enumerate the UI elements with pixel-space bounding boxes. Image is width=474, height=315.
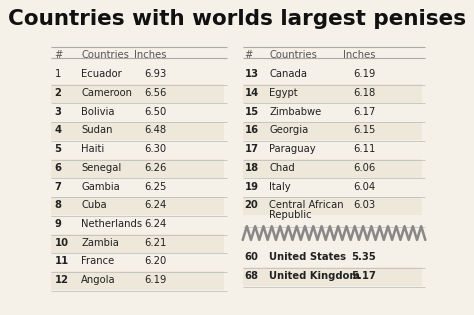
- Text: 11: 11: [55, 256, 69, 266]
- Text: 4: 4: [55, 125, 62, 135]
- Text: 20: 20: [245, 200, 258, 210]
- Bar: [243, 159, 421, 178]
- Text: 18: 18: [245, 163, 259, 173]
- Text: Angola: Angola: [81, 275, 116, 285]
- Text: 19: 19: [245, 181, 259, 192]
- Bar: [51, 197, 224, 215]
- Text: 1: 1: [55, 69, 61, 79]
- Text: 6.50: 6.50: [145, 106, 167, 117]
- Text: 5: 5: [55, 144, 62, 154]
- Text: Inches: Inches: [134, 50, 167, 60]
- Bar: [243, 84, 421, 103]
- Text: Zimbabwe: Zimbabwe: [269, 106, 321, 117]
- Text: Egypt: Egypt: [269, 88, 298, 98]
- Text: 6.20: 6.20: [145, 256, 167, 266]
- Text: United Kingdom: United Kingdom: [269, 271, 360, 281]
- Text: 6.19: 6.19: [144, 275, 167, 285]
- Text: Cuba: Cuba: [81, 200, 107, 210]
- Text: 6.17: 6.17: [354, 106, 376, 117]
- Text: 6.21: 6.21: [144, 238, 167, 248]
- Text: 12: 12: [55, 275, 68, 285]
- Text: 2: 2: [55, 88, 61, 98]
- Text: 9: 9: [55, 219, 61, 229]
- Text: 6.18: 6.18: [354, 88, 376, 98]
- Text: Canada: Canada: [269, 69, 307, 79]
- Text: 14: 14: [245, 88, 259, 98]
- Text: 10: 10: [55, 238, 68, 248]
- Text: Countries: Countries: [269, 50, 317, 60]
- Text: 7: 7: [55, 181, 61, 192]
- Text: 17: 17: [245, 144, 259, 154]
- Text: Ecuador: Ecuador: [81, 69, 122, 79]
- Text: Netherlands: Netherlands: [81, 219, 142, 229]
- Text: 6.19: 6.19: [354, 69, 376, 79]
- Text: Senegal: Senegal: [81, 163, 121, 173]
- Text: 6.48: 6.48: [145, 125, 167, 135]
- Bar: [243, 267, 421, 286]
- Text: France: France: [81, 256, 114, 266]
- Bar: [51, 122, 224, 140]
- Bar: [51, 272, 224, 290]
- Text: 6.03: 6.03: [354, 200, 376, 210]
- Text: 6.24: 6.24: [145, 200, 167, 210]
- Bar: [51, 234, 224, 253]
- Text: 6: 6: [55, 163, 62, 173]
- Text: #: #: [245, 50, 253, 60]
- Text: 68: 68: [245, 271, 259, 281]
- Text: 16: 16: [245, 125, 259, 135]
- Text: Georgia: Georgia: [269, 125, 309, 135]
- Text: Inches: Inches: [343, 50, 376, 60]
- Text: Bolivia: Bolivia: [81, 106, 115, 117]
- Text: Countries with worlds largest penises: Countries with worlds largest penises: [8, 9, 466, 29]
- Text: 6.04: 6.04: [354, 181, 376, 192]
- Text: 8: 8: [55, 200, 62, 210]
- Text: 15: 15: [245, 106, 259, 117]
- Bar: [51, 84, 224, 103]
- Text: United States: United States: [269, 252, 346, 262]
- Text: 6.56: 6.56: [144, 88, 167, 98]
- Text: 6.30: 6.30: [145, 144, 167, 154]
- Text: Central African: Central African: [269, 200, 344, 210]
- Text: Italy: Italy: [269, 181, 291, 192]
- Text: 5.35: 5.35: [351, 252, 376, 262]
- Text: 60: 60: [245, 252, 258, 262]
- Text: Republic: Republic: [269, 210, 312, 220]
- Bar: [243, 122, 421, 140]
- Text: Haiti: Haiti: [81, 144, 104, 154]
- Text: 5.17: 5.17: [351, 271, 376, 281]
- Text: 3: 3: [55, 106, 61, 117]
- Text: 6.26: 6.26: [144, 163, 167, 173]
- Bar: [51, 159, 224, 178]
- Text: 6.24: 6.24: [145, 219, 167, 229]
- Bar: [243, 197, 421, 215]
- Text: 6.93: 6.93: [145, 69, 167, 79]
- Text: 6.25: 6.25: [144, 181, 167, 192]
- Text: 6.11: 6.11: [354, 144, 376, 154]
- Text: #: #: [55, 50, 63, 60]
- Text: Paraguay: Paraguay: [269, 144, 316, 154]
- Text: Chad: Chad: [269, 163, 295, 173]
- Text: Cameroon: Cameroon: [81, 88, 132, 98]
- Text: 6.15: 6.15: [354, 125, 376, 135]
- Text: 6.06: 6.06: [354, 163, 376, 173]
- Text: Gambia: Gambia: [81, 181, 120, 192]
- Text: Zambia: Zambia: [81, 238, 119, 248]
- Text: 13: 13: [245, 69, 259, 79]
- Text: Countries: Countries: [81, 50, 129, 60]
- Text: Sudan: Sudan: [81, 125, 112, 135]
